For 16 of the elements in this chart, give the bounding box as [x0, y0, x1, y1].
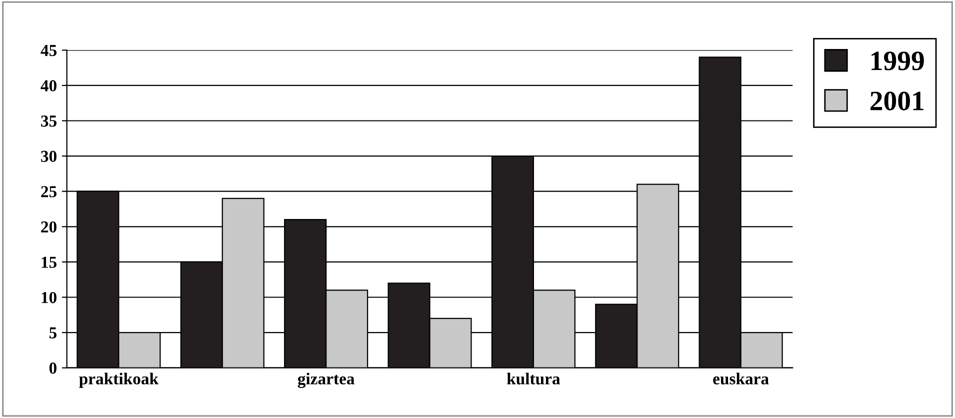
- y-tick-label: 0: [49, 362, 56, 374]
- y-tick-label: 30: [41, 150, 56, 162]
- y-tick-label: 40: [40, 80, 56, 92]
- y-tick-label: 35: [41, 116, 57, 127]
- y-tick-label: 25: [41, 186, 57, 198]
- y-tick-label: 15: [42, 256, 57, 268]
- x-tick-label: euskara: [713, 372, 769, 384]
- y-tick-label: 5: [49, 327, 57, 338]
- x-tick-label: kultura: [506, 372, 560, 384]
- legend-label: 1999: [872, 52, 924, 70]
- x-tick-label: praktikoak: [79, 372, 158, 388]
- x-tick-label: gizartea: [298, 372, 354, 388]
- y-tick-label: 45: [40, 44, 57, 56]
- y-tick-label: 20: [41, 221, 56, 233]
- y-tick-label: 10: [42, 292, 56, 304]
- legend-label: 2001: [870, 92, 924, 110]
